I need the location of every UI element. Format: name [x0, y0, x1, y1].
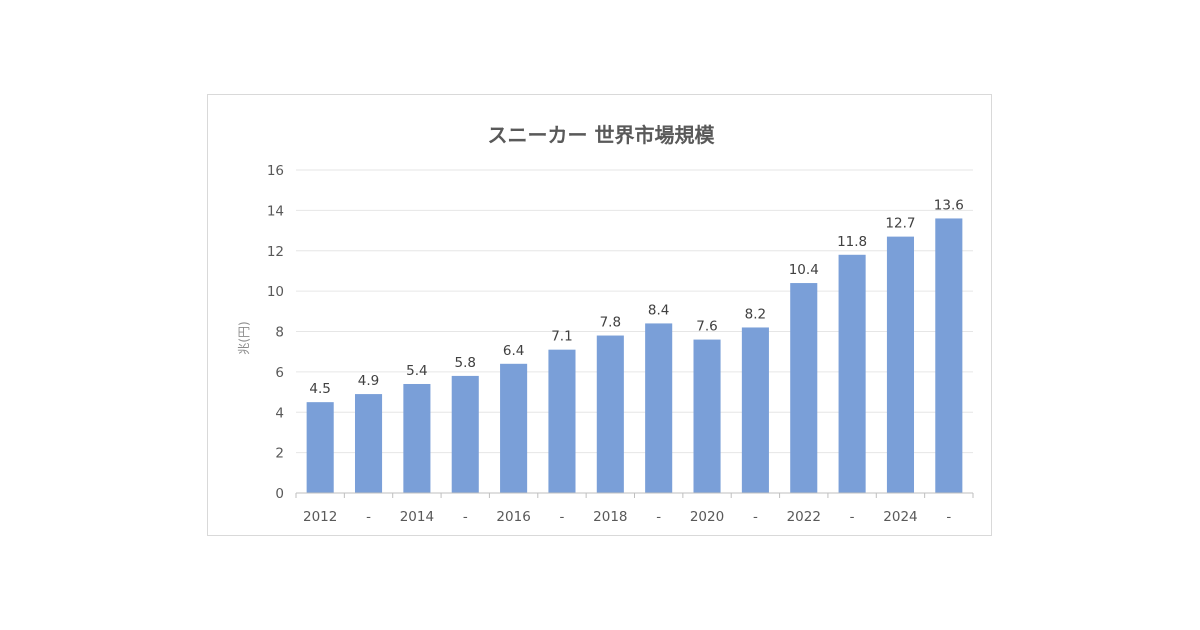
- x-tick-label: -: [463, 509, 468, 525]
- data-label: 4.9: [358, 373, 379, 389]
- bar: [790, 283, 818, 493]
- y-tick-label: 12: [267, 244, 284, 260]
- data-labels: 4.5 4.9 5.4 5.8 6.4 7.1 7.8 8.4 7.6 8.2 10.4 11.8 12…: [309, 197, 963, 397]
- data-label: 7.6: [696, 319, 717, 335]
- y-tick-label: 6: [275, 365, 284, 381]
- data-label: 5.8: [455, 355, 476, 371]
- bar: [596, 335, 624, 493]
- data-label: 13.6: [934, 197, 964, 213]
- y-tick-label: 14: [267, 203, 284, 219]
- bar: [645, 323, 673, 493]
- x-tick-label: -: [850, 509, 855, 525]
- data-label: 7.8: [600, 315, 621, 331]
- bar: [935, 218, 963, 493]
- y-axis-title: 兆(円): [237, 321, 251, 354]
- x-tick-label: 2024: [883, 509, 917, 525]
- bar: [548, 349, 576, 493]
- data-label: 5.4: [406, 363, 427, 379]
- x-tick-label: 2022: [787, 509, 821, 525]
- y-tick-label: 0: [275, 486, 284, 502]
- bar: [693, 339, 721, 493]
- data-label: 4.5: [309, 381, 330, 397]
- chart-frame: スニーカー 世界市場規模 兆(円) 0 2 4 6 8 10 12 14 16 4.5 4.9 5.…: [207, 94, 992, 536]
- data-label: 6.4: [503, 343, 524, 359]
- x-tick-label: -: [366, 509, 371, 525]
- y-axis-tick-labels: 0 2 4 6 8 10 12 14 16: [267, 163, 284, 502]
- x-axis: [295, 492, 974, 498]
- data-label: 7.1: [551, 329, 572, 345]
- y-tick-label: 16: [267, 163, 284, 179]
- x-tick-label: 2016: [496, 509, 530, 525]
- x-tick-label: -: [753, 509, 758, 525]
- x-tick-label: 2014: [400, 509, 434, 525]
- bar: [306, 402, 334, 493]
- x-tick-label: 2018: [593, 509, 627, 525]
- bar: [886, 236, 915, 493]
- x-tick-label: -: [946, 509, 951, 525]
- y-tick-label: 8: [275, 325, 284, 341]
- x-axis-tick-labels: 2012 - 2014 - 2016 - 2018 - 2020 - 2022 - 2024 -: [303, 509, 951, 525]
- x-tick-label: -: [656, 509, 661, 525]
- y-tick-label: 2: [275, 446, 284, 462]
- bar: [838, 254, 866, 493]
- bar: [403, 383, 431, 493]
- x-tick-label: 2012: [303, 509, 337, 525]
- bars: [306, 218, 963, 493]
- data-label: 12.7: [885, 216, 915, 232]
- y-tick-label: 10: [267, 284, 284, 300]
- bar: [354, 394, 383, 493]
- x-tick-label: 2020: [690, 509, 724, 525]
- bar: [741, 327, 769, 493]
- data-label: 8.2: [745, 306, 766, 322]
- data-label: 8.4: [648, 302, 669, 318]
- chart-title: スニーカー 世界市場規模: [488, 123, 716, 147]
- x-tick-label: -: [560, 509, 565, 525]
- data-label: 11.8: [837, 234, 867, 250]
- data-label: 10.4: [789, 262, 819, 278]
- gridlines: [296, 169, 973, 454]
- y-tick-label: 4: [275, 405, 284, 421]
- sneaker-market-bar-chart: スニーカー 世界市場規模 兆(円) 0 2 4 6 8 10 12 14 16 4.5 4.9 5.…: [237, 123, 974, 525]
- bar: [451, 375, 479, 493]
- bar: [500, 363, 528, 493]
